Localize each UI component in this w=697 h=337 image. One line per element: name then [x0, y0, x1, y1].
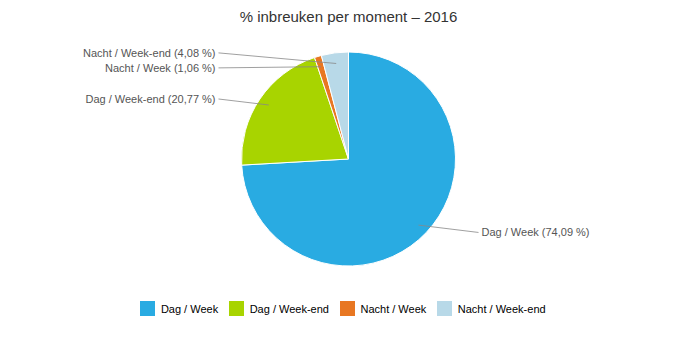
html-text:Nacht / Week-end: Nacht / Week-end	[457, 302, 546, 315]
html-text:Nacht / Week: Nacht / Week	[360, 302, 427, 315]
svg-text:Dag / Week-end (20,77 %): Dag / Week-end (20,77 %)	[85, 93, 215, 105]
html-text:% inbreuken per moment – 2016: % inbreuken per moment – 2016	[239, 8, 458, 25]
svg-text:Nacht / Week (1,06 %): Nacht / Week (1,06 %)	[105, 62, 215, 74]
svg-text:Nacht / Week-end (4,08 %): Nacht / Week-end (4,08 %)	[83, 47, 215, 59]
html-text:Dag / Week-end: Dag / Week-end	[249, 302, 329, 315]
svg-text:Dag / Week (74,09 %): Dag / Week (74,09 %)	[482, 226, 590, 238]
html-text:Dag / Week: Dag / Week	[160, 302, 219, 315]
